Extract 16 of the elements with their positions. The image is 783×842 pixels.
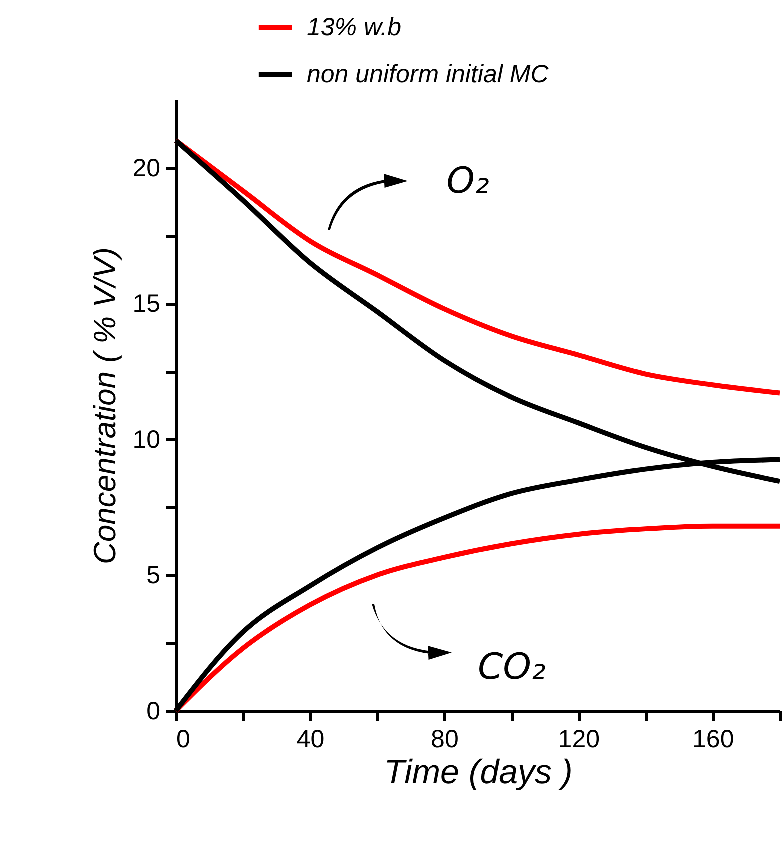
x-tick-label: 40 <box>296 726 325 754</box>
y-tick-label: 5 <box>146 562 160 590</box>
x-axis-title: Time (days ) <box>384 754 573 792</box>
x-tick-label: 80 <box>431 726 459 754</box>
y-tick-label: 20 <box>132 154 160 182</box>
x-tick-label: 160 <box>692 726 734 754</box>
y-tick-label: 15 <box>132 290 160 318</box>
y-axis-title: Concentration ( % V/V) <box>88 247 123 565</box>
x-tick-label: 120 <box>558 726 600 754</box>
annotation: O₂ <box>446 161 490 202</box>
x-tick-label: 0 <box>176 726 190 754</box>
annotation: CO₂ <box>478 647 546 688</box>
legend-label: non uniform initial MC <box>307 60 550 88</box>
legend-label: 13% w.b <box>307 14 402 42</box>
y-tick-label: 0 <box>146 698 160 726</box>
y-tick-label: 10 <box>132 426 160 454</box>
